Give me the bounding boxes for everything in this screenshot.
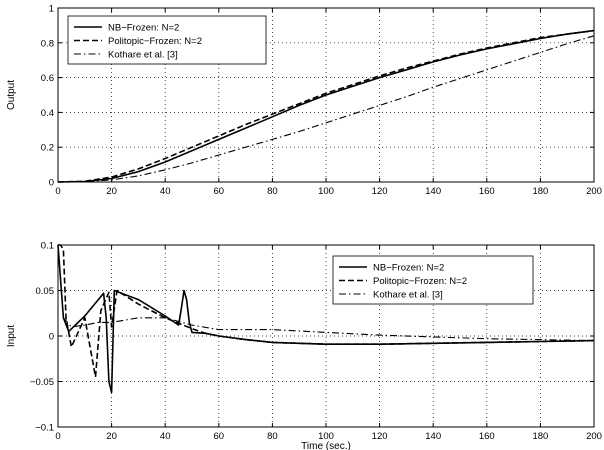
- y-tick-label: 0.4: [41, 108, 54, 119]
- legend-label: Kothare et al. [3]: [108, 50, 178, 61]
- x-tick-label: 40: [160, 186, 171, 197]
- plot-frame: [57, 7, 595, 183]
- y-tick-label: 0.6: [41, 73, 54, 84]
- x-tick-label: 40: [160, 431, 171, 442]
- chart-output: 0 20 40 60 80 100 120 140 160 180 200 0 0.2 0.4 0.6 0.8…: [6, 4, 602, 198]
- y-tick-label: 0: [49, 332, 54, 343]
- y-tick-label: 0: [49, 178, 54, 189]
- legend-label: Politopic−Frozen: N=2: [373, 276, 467, 287]
- x-tick-label: 20: [106, 431, 117, 442]
- x-tick-label: 100: [318, 186, 334, 197]
- x-tick-label: 100: [318, 431, 334, 442]
- y-axis-label: Input: [6, 325, 17, 347]
- x-tick-label: 120: [372, 431, 388, 442]
- x-tick-label: 60: [214, 431, 225, 442]
- legend-label: NB−Frozen: N=2: [108, 23, 179, 34]
- x-tick-label: 0: [55, 431, 60, 442]
- series-line-3: [57, 35, 595, 183]
- x-tick-label: 160: [479, 431, 495, 442]
- series-line-2: [58, 244, 595, 378]
- x-tick-label: 200: [586, 431, 602, 442]
- x-tick-label: 180: [532, 431, 548, 442]
- y-tick-label: 0.05: [36, 286, 55, 297]
- x-tick-label: 200: [586, 186, 602, 197]
- chart-input: 0 20 40 60 80 100 120 140 160 180 200 −0.1 −0.05 0 0.0…: [6, 241, 602, 450]
- x-tick-label: 80: [267, 186, 278, 197]
- y-tick-label: 1: [49, 4, 54, 15]
- x-tick-label: 20: [106, 186, 117, 197]
- legend-label: NB−Frozen: N=2: [373, 263, 444, 274]
- y-tick-label: 0.2: [41, 143, 54, 154]
- series-line-1: [57, 29, 595, 183]
- y-tick-label: −0.05: [30, 377, 54, 388]
- x-tick-label: 180: [532, 186, 548, 197]
- x-tick-label: 140: [425, 186, 441, 197]
- y-tick-label: 0.1: [41, 241, 54, 252]
- y-tick-label: −0.1: [35, 423, 54, 434]
- y-tick-label: 0.8: [41, 38, 54, 49]
- x-tick-label: 80: [267, 431, 278, 442]
- x-axis-label: Time (sec.): [301, 441, 351, 450]
- x-tick-label: 140: [425, 431, 441, 442]
- legend: NB−Frozen: N=2 Politopic−Frozen: N=2 Kotha…: [332, 255, 534, 305]
- x-tick-label: 120: [372, 186, 388, 197]
- x-tick-label: 60: [214, 186, 225, 197]
- legend: NB−Frozen: N=2 Politopic−Frozen: N=2 Kotha…: [67, 15, 267, 65]
- y-axis-label: Output: [6, 80, 17, 110]
- x-tick-label: 0: [55, 186, 60, 197]
- x-tick-label: 160: [479, 186, 495, 197]
- legend-label: Politopic−Frozen: N=2: [108, 36, 202, 47]
- legend-label: Kothare et al. [3]: [373, 290, 443, 301]
- plot-frame: [57, 244, 595, 428]
- series-line-3: [57, 244, 595, 342]
- series-line-2: [57, 29, 595, 183]
